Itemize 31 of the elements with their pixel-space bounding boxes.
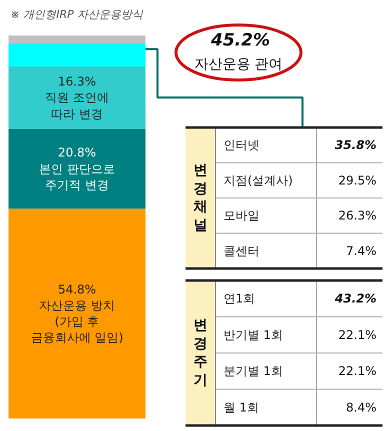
bar <box>8 36 146 44</box>
bar <box>8 128 146 209</box>
data-label: 54.8% <box>58 282 96 296</box>
data-label: 20.8% <box>58 146 96 160</box>
series-label: 본인 판단으로 주기적 변경 <box>39 162 115 192</box>
category-label: 지점(설계사) <box>224 173 293 188</box>
category-label: 반기별 1회 <box>224 328 283 342</box>
data-label: 43.2% <box>334 292 377 306</box>
category-label: 연1회 <box>224 292 256 306</box>
data-label: 29.5% <box>338 173 377 188</box>
data-label: 35.8% <box>334 138 377 152</box>
category-label: 월 1회 <box>224 400 259 414</box>
data-label: 8.4% <box>346 400 377 414</box>
data-label: 16.3% <box>58 74 96 89</box>
bar <box>8 208 146 418</box>
category-label: 콜센터 <box>224 244 260 258</box>
data-label: 22.1% <box>338 328 377 342</box>
text: 45.2% 자산운용 관여 <box>194 30 283 72</box>
series-label: 직원 조언에 따라 변경 <box>45 90 109 121</box>
category-label: 인터넷 <box>224 138 260 152</box>
data-label: 22.1% <box>338 364 377 378</box>
category-label: 모바일 <box>224 208 260 223</box>
data-label: 26.3% <box>338 208 377 223</box>
category-label: 분기별 1회 <box>224 364 283 378</box>
chart-title: ※ 개인형IRP 자산운용방식 <box>10 8 144 21</box>
text: 변경주기 <box>194 317 208 389</box>
bar <box>8 66 146 129</box>
bar <box>8 43 146 67</box>
text: 변경채널 <box>192 162 208 234</box>
series-label: 자산운용 방치 (가입 후 금융회사에 일임) <box>30 298 124 345</box>
data-label: 7.4% <box>346 244 377 258</box>
